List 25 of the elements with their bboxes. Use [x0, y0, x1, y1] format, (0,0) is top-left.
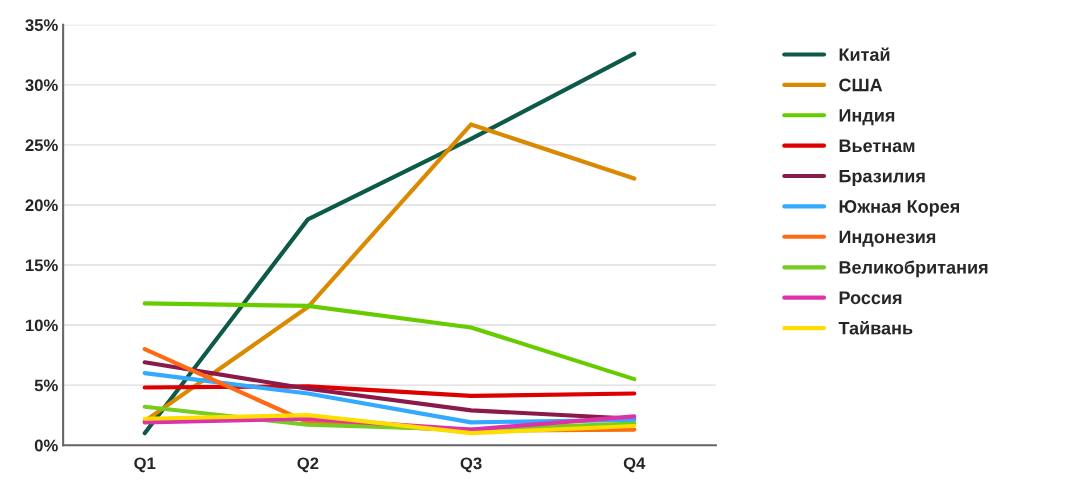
line-series	[142, 122, 637, 424]
legend-label: Индия	[839, 109, 895, 126]
y-tick-label: 0%	[34, 439, 58, 452]
x-tick-label: Q2	[297, 457, 319, 473]
legend-label: США	[839, 78, 883, 92]
legend-label: Великобритания	[839, 260, 988, 278]
legend-label: Южная Корея	[839, 200, 959, 217]
legend-label: Индонезия	[839, 230, 936, 247]
y-tick-label: 20%	[25, 199, 58, 212]
y-tick-label: 35%	[25, 19, 58, 32]
x-tick-label: Q3	[460, 457, 482, 473]
legend-label: Россия	[839, 291, 902, 305]
legend-label: Бразилия	[839, 169, 925, 187]
y-tick-label: 5%	[34, 379, 58, 392]
line-series	[142, 301, 637, 382]
y-tick-label: 10%	[25, 319, 58, 332]
x-tick-label: Q1	[134, 457, 156, 473]
legend-label: Китай	[839, 47, 890, 62]
y-tick-label: 25%	[25, 139, 58, 152]
y-tick-label: 30%	[25, 79, 58, 92]
line-series	[142, 51, 637, 436]
y-tick-label: 15%	[25, 259, 58, 272]
x-tick-label: Q4	[623, 457, 646, 473]
legend-label: Вьетнам	[839, 139, 915, 153]
legend-label: Тайвань	[838, 320, 913, 335]
